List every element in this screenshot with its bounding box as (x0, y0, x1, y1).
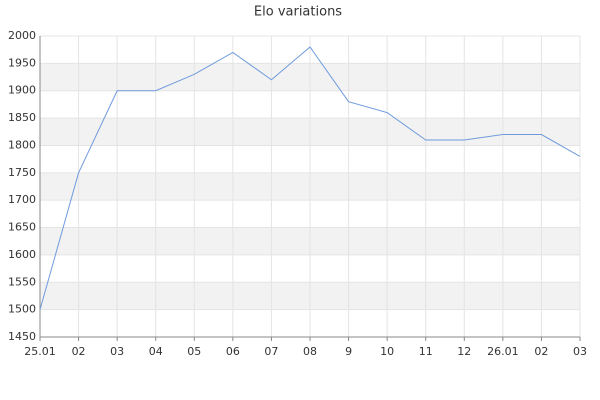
x-tick-label: 9 (345, 345, 352, 358)
x-tick-label: 08 (303, 345, 317, 358)
x-tick-label: 02 (72, 345, 86, 358)
x-tick-label: 06 (226, 345, 240, 358)
y-tick-label: 1650 (8, 221, 36, 234)
y-tick-label: 1750 (8, 166, 36, 179)
x-tick-label: 25.01 (24, 345, 56, 358)
line-series (39, 46, 581, 310)
x-tick-label: 12 (457, 345, 471, 358)
x-tick-label: 10 (380, 345, 394, 358)
x-tick-label: 11 (419, 345, 433, 358)
y-tick-label: 1900 (8, 84, 36, 97)
x-tick-label: 02 (534, 345, 548, 358)
y-tick-label: 1800 (8, 138, 36, 151)
y-tick-label: 1700 (8, 193, 36, 206)
x-tick-label: 26.01 (487, 345, 519, 358)
x-tick-label: 05 (187, 345, 201, 358)
y-tick-label: 1500 (8, 303, 36, 316)
x-tick-label: 04 (149, 345, 163, 358)
y-tick-label: 1550 (8, 275, 36, 288)
chart-title: Elo variations (254, 5, 342, 20)
y-tick-label: 1600 (8, 248, 36, 261)
x-tick-label: 07 (264, 345, 278, 358)
x-tick-label: 03 (110, 345, 124, 358)
x-tick-label: 03 (573, 345, 587, 358)
y-tick-label: 1850 (8, 111, 36, 124)
y-tick-label: 1950 (8, 56, 36, 69)
y-tick-label: 1450 (8, 330, 36, 343)
y-tick-label: 2000 (8, 29, 36, 42)
